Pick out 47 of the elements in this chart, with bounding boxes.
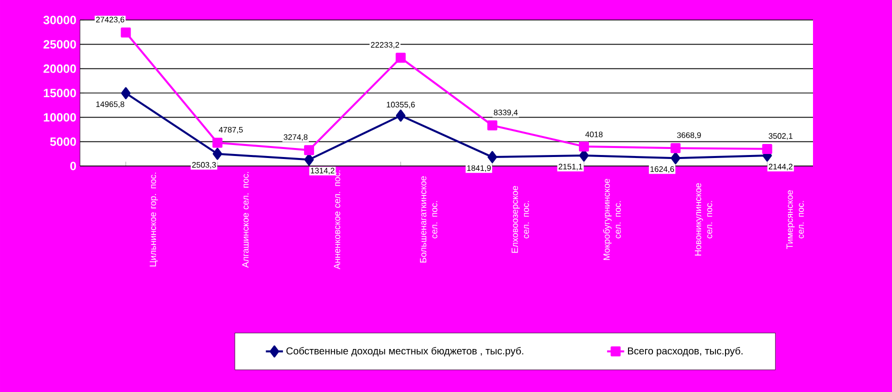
data-label: 2144,2 — [768, 164, 792, 170]
data-label: 14965,8 — [96, 101, 124, 108]
data-label: 4787,5 — [218, 126, 243, 134]
data-label: 22233,2 — [370, 42, 400, 49]
y-tick-label: 10000 — [44, 113, 76, 122]
legend-label: Собственные доходы местных бюджетов , тыс.руб. — [286, 347, 524, 356]
y-tick-label: 20000 — [44, 64, 76, 73]
data-label: 3668,9 — [677, 132, 701, 139]
data-label: 8339,4 — [494, 110, 518, 116]
legend-label: Всего расходов, тыс.руб. — [628, 347, 742, 356]
point — [670, 143, 681, 154]
x-tick-label: Елховоозерское сел. пос. — [512, 186, 529, 253]
data-label: 27423,6 — [96, 16, 124, 24]
point — [212, 138, 222, 148]
x-tick-label: Анненковское сел. пос. — [334, 170, 340, 270]
point — [578, 141, 589, 152]
point — [396, 52, 406, 63]
y-tick-label: 5000 — [50, 137, 76, 146]
point — [212, 148, 222, 160]
data-label: 1314,2 — [310, 168, 334, 174]
point — [121, 87, 131, 100]
x-tick-label: Тимерсянское сел. пос. — [786, 190, 804, 249]
y-tick-label: 15000 — [44, 88, 76, 98]
y-tick-label: 30000 — [43, 16, 76, 24]
y-tick-label: 0 — [70, 162, 76, 170]
point — [120, 28, 131, 38]
point — [670, 152, 680, 164]
x-tick-label: Мокробугурнинское сел. пос. — [603, 178, 621, 260]
point — [487, 120, 498, 130]
x-tick-label: Новоникулинское сел. пос. — [694, 183, 712, 256]
y-tick-label: 25000 — [44, 40, 76, 49]
point — [396, 110, 406, 122]
data-label: 4018 — [585, 132, 603, 138]
data-label: 2151,1 — [558, 164, 582, 170]
x-tick-label: Большенагаткинское сел. пос. — [420, 176, 438, 262]
data-label: 10355,6 — [386, 102, 415, 108]
point — [762, 144, 772, 154]
data-label: 2503,3 — [192, 162, 216, 169]
x-tick-label: Цильнинское гор. пос. — [150, 172, 158, 266]
x-tick-label: Алгашинское сел. пос. — [242, 172, 249, 268]
data-label: 3274,8 — [284, 134, 308, 141]
point — [488, 151, 498, 164]
point — [304, 145, 314, 156]
point — [304, 154, 314, 166]
data-label: 3502,1 — [768, 133, 792, 140]
data-label: 1841,9 — [467, 165, 491, 172]
data-label: 1624,6 — [650, 166, 674, 173]
